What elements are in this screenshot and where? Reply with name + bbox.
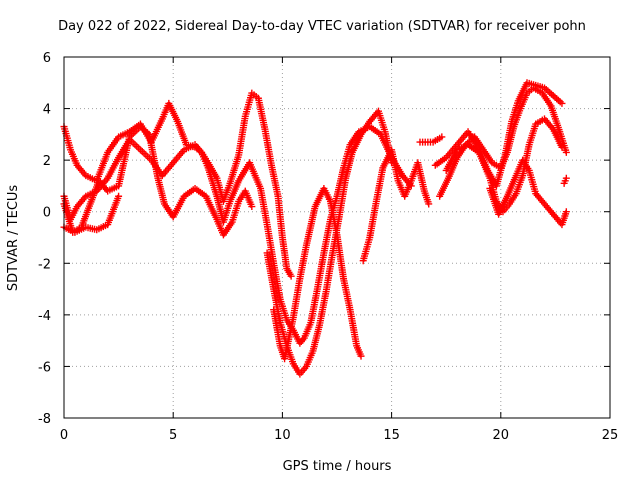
y-tick-label: -6 (38, 360, 51, 375)
data-point (357, 352, 365, 360)
data-point (562, 174, 570, 182)
data-point (115, 192, 123, 200)
data-point (562, 148, 570, 156)
x-tick-label: 20 (493, 428, 510, 443)
series-track-12 (416, 130, 570, 187)
y-tick-label: -8 (38, 412, 51, 427)
data-point (562, 208, 570, 216)
series-track-11 (486, 156, 570, 229)
y-tick-label: 2 (43, 154, 51, 169)
y-tick-label: 6 (43, 51, 51, 66)
data-point (248, 203, 256, 211)
data-point (558, 143, 566, 151)
data-point (558, 99, 566, 107)
y-axis-label: SDTVAR / TECUs (6, 185, 21, 292)
x-tick-label: 5 (169, 428, 177, 443)
y-tick-label: 4 (43, 103, 51, 118)
data-points (60, 79, 570, 378)
tick-labels: 0 5 10 15 20 25 -8 -6 -4 -2 0 2 4 6 (38, 51, 618, 443)
series-track-7 (359, 146, 433, 265)
x-tick-label: 15 (383, 428, 400, 443)
data-point (425, 200, 433, 208)
y-tick-label: 0 (43, 206, 51, 221)
data-point (287, 272, 295, 280)
data-point (438, 133, 446, 141)
series-track-6 (270, 185, 365, 363)
chart-title: Day 022 of 2022, Sidereal Day-to-day VTE… (58, 19, 586, 34)
y-tick-label: -2 (38, 257, 51, 272)
series-track-8 (436, 84, 570, 200)
x-tick-label: 0 (60, 428, 68, 443)
x-tick-label: 25 (602, 428, 619, 443)
y-tick-label: -4 (38, 309, 51, 324)
data-point (466, 130, 474, 138)
x-tick-label: 10 (274, 428, 291, 443)
plot-frame (63, 56, 611, 419)
x-axis-label: GPS time / hours (283, 459, 392, 474)
